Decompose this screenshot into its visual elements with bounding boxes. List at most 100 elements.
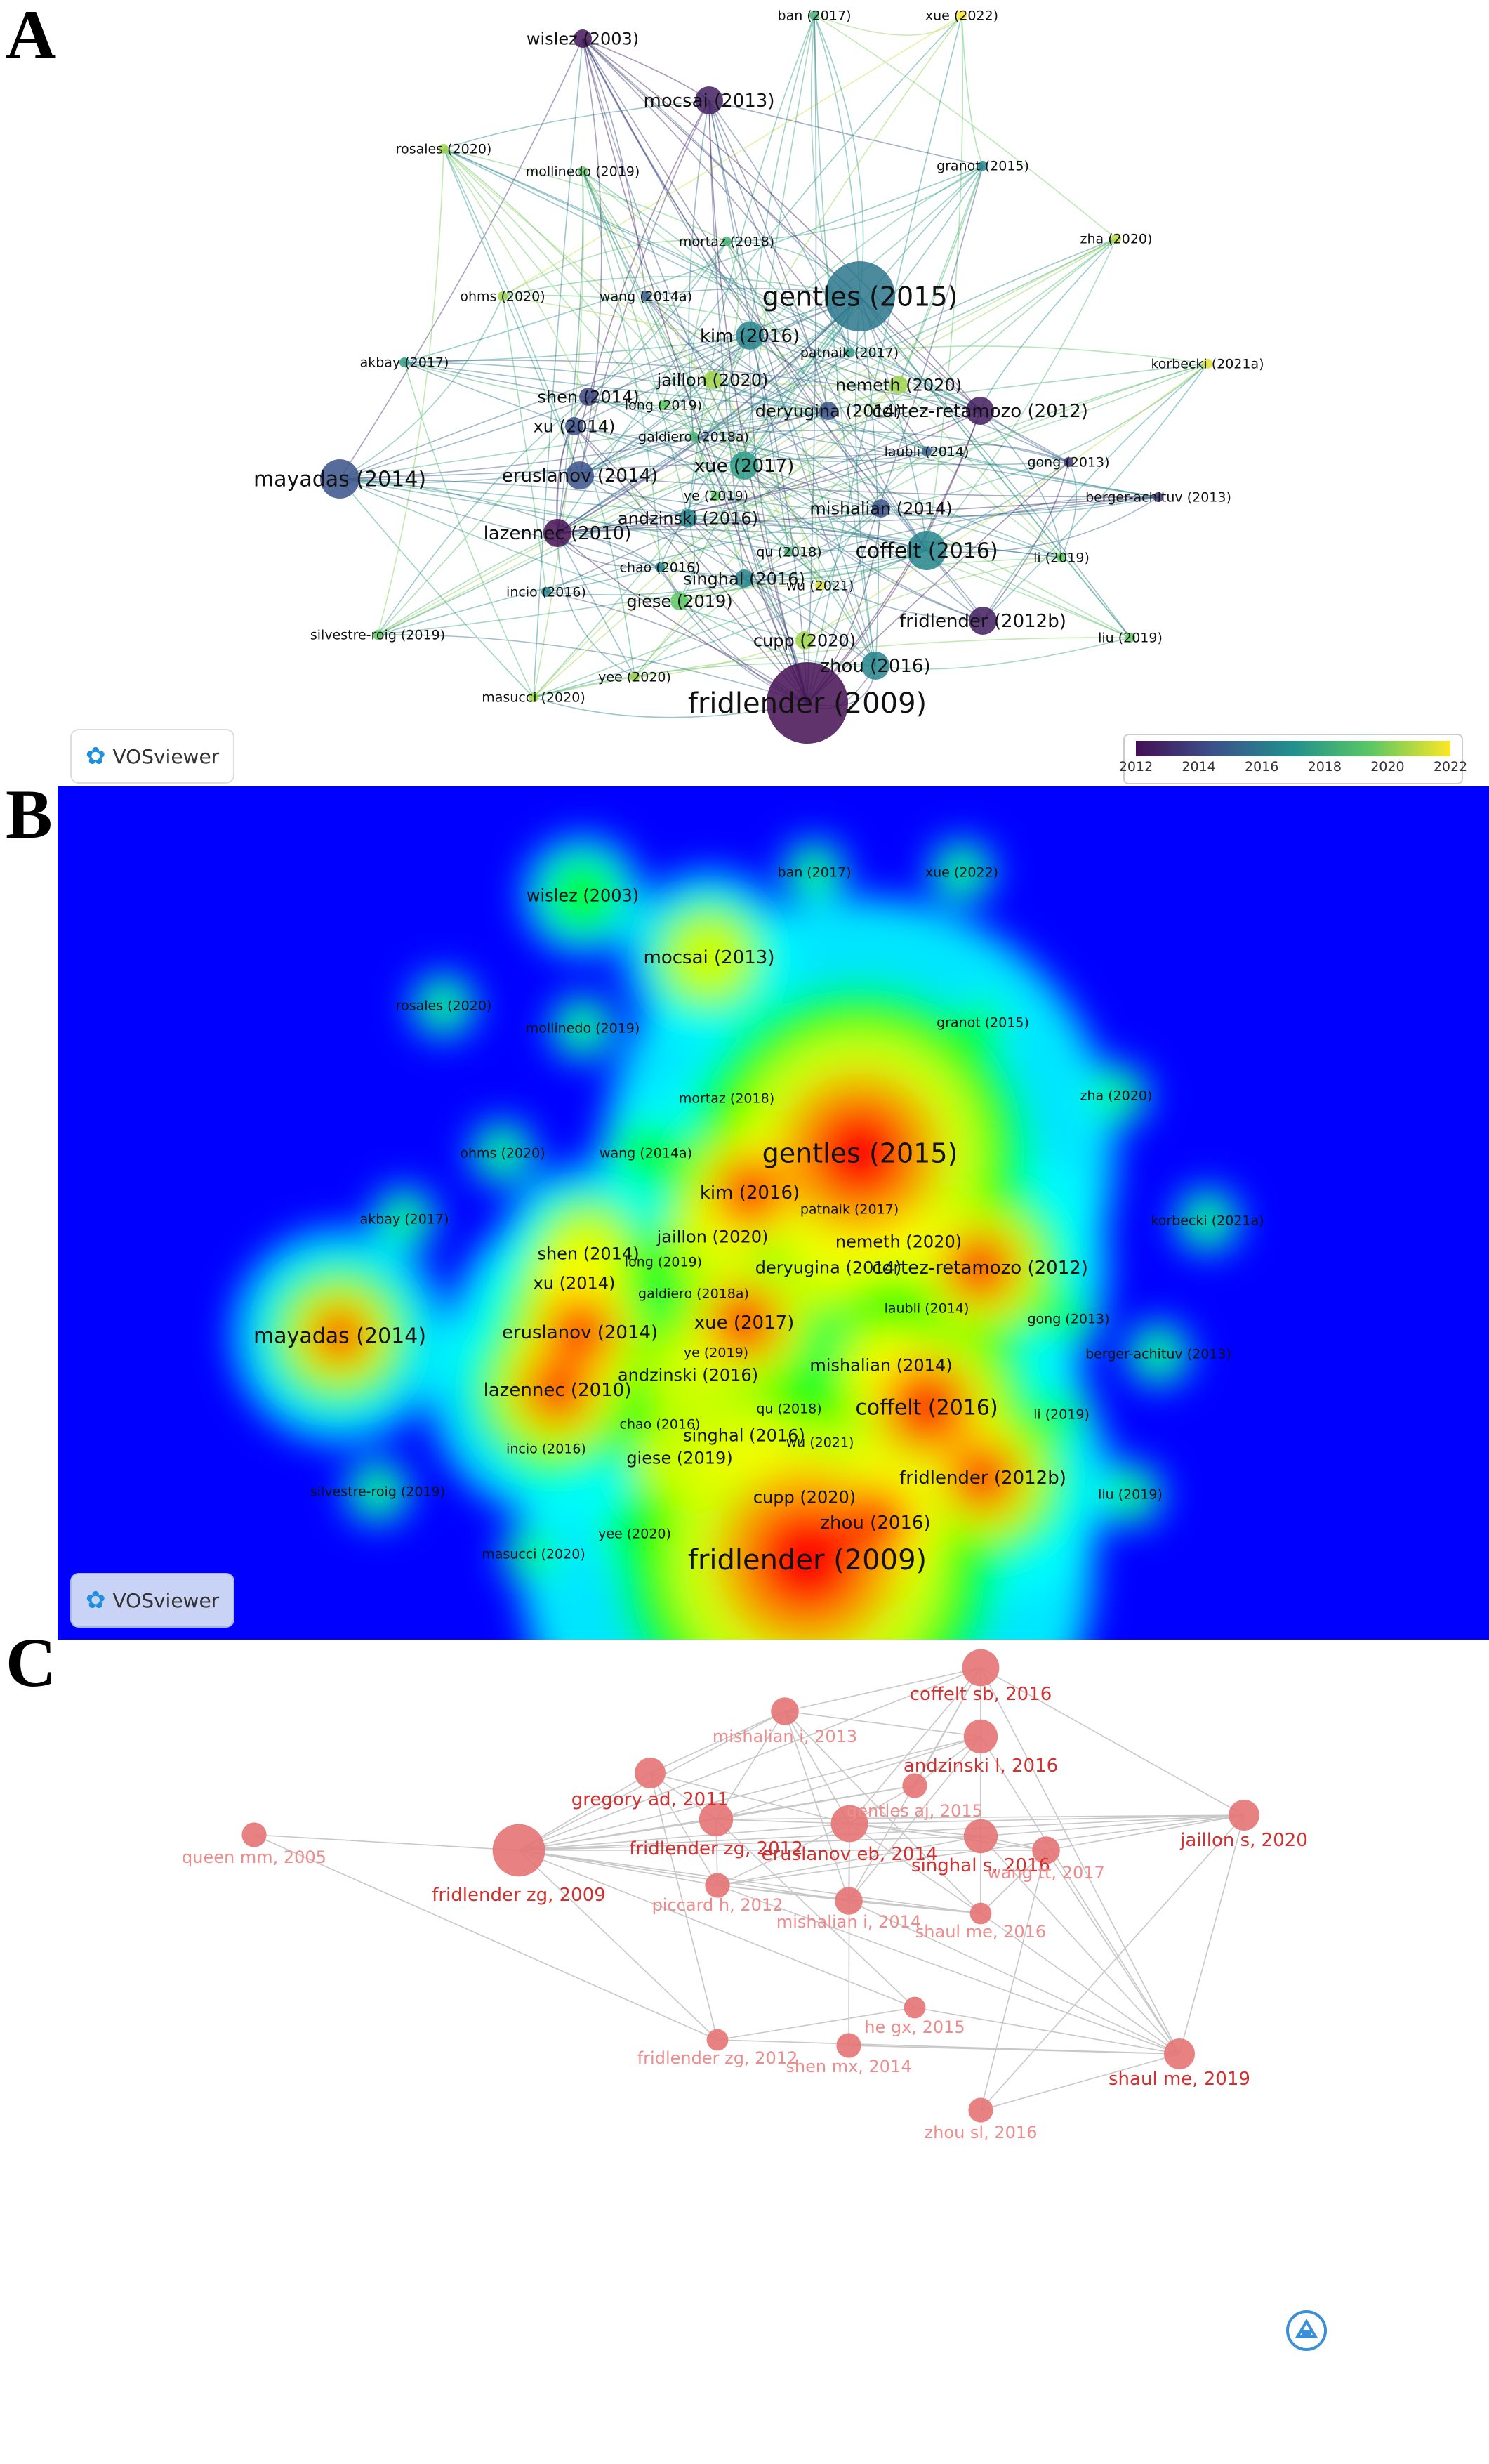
density-blob: [668, 916, 750, 998]
density-blob: [725, 1168, 774, 1217]
citation-node-gentles-aj-2015[interactable]: [902, 1773, 927, 1798]
overlay-node-wu-2021[interactable]: [815, 581, 825, 591]
overlay-network-canvas[interactable]: wislez (2003) ban (2017) xue (2022) mocsai …: [0, 0, 1489, 786]
density-map-canvas[interactable]: wislez (2003) ban (2017) xue (2022) mocsai …: [0, 786, 1489, 1640]
citation-edge: [1045, 1814, 1245, 1851]
citation-node-shaul-me-2019[interactable]: [1164, 2038, 1195, 2069]
overlay-node-cortez-retamozo-2012[interactable]: [966, 397, 994, 425]
citation-node-coffelt-sb-2016[interactable]: [962, 1649, 1000, 1687]
citation-node-he-gx-2015[interactable]: [904, 1996, 926, 2019]
overlay-node-ban-2017[interactable]: [809, 11, 819, 20]
citation-node-mishalian-i-2013[interactable]: [771, 1697, 799, 1725]
overlay-node-zha-2020[interactable]: [1111, 234, 1121, 244]
overlay-link: [443, 100, 710, 150]
citation-network-canvas[interactable]: coffelt sb, 2016 mishalian i, 2013 andzins…: [0, 1640, 1489, 2464]
overlay-node-wang-2014a[interactable]: [641, 291, 651, 301]
overlay-node-jaillon-2020[interactable]: [703, 371, 722, 389]
citation-node-shaul-me-2016[interactable]: [969, 1902, 992, 1925]
overlay-node-qu-2018[interactable]: [784, 547, 794, 557]
citation-node-label: mishalian i, 2014: [776, 1912, 921, 1932]
overlay-node-lazennec-2010[interactable]: [543, 519, 571, 547]
overlay-node-mortaz-2018[interactable]: [722, 237, 732, 246]
overlay-link: [726, 241, 850, 353]
overlay-node-fridlender-2009[interactable]: [767, 662, 848, 744]
overlay-node-fridlender-2012b[interactable]: [969, 607, 997, 635]
citation-node-shen-mx-2014[interactable]: [836, 2033, 861, 2058]
overlay-node-chao-2016[interactable]: [655, 562, 665, 572]
overlay-node-masucci-2020[interactable]: [529, 692, 538, 702]
overlay-link: [339, 296, 861, 480]
overlay-node-korbecki-2021a[interactable]: [1203, 359, 1212, 369]
overlay-node-akbay-2017[interactable]: [399, 357, 409, 367]
citation-node-gregory-ad-2011[interactable]: [635, 1758, 666, 1788]
density-node-label: mayadas (2014): [253, 1324, 426, 1349]
density-node-label: chao (2016): [620, 1417, 701, 1432]
overlay-node-patnaik-2017[interactable]: [845, 348, 854, 357]
overlay-node-mollinedo-2019[interactable]: [578, 166, 588, 176]
overlay-link: [443, 148, 790, 553]
overlay-node-shen-2014[interactable]: [579, 388, 597, 406]
overlay-node-xue-2022[interactable]: [957, 11, 967, 20]
overlay-node-singhal-2016[interactable]: [735, 569, 753, 588]
overlay-node-label: xue (2022): [925, 8, 998, 24]
overlay-node-cupp-2020[interactable]: [795, 631, 814, 650]
overlay-node-giese-2019[interactable]: [670, 592, 689, 610]
overlay-node-ye-2019[interactable]: [711, 491, 721, 501]
overlay-node-xue-2017[interactable]: [730, 452, 758, 480]
citation-edge: [649, 1772, 718, 2041]
citation-node-mishalian-i-2014[interactable]: [835, 1887, 863, 1915]
overlay-link: [855, 296, 876, 666]
overlay-node-silvestre-roig-2019[interactable]: [373, 630, 383, 640]
citation-node-label: he gx, 2015: [864, 2017, 965, 2037]
citation-edge: [980, 1736, 1180, 2055]
overlay-node-li-2019[interactable]: [1057, 553, 1066, 562]
overlay-node-incio-2016[interactable]: [541, 587, 551, 597]
overlay-node-mayadas-2014[interactable]: [320, 459, 359, 499]
overlay-node-mishalian-2014[interactable]: [872, 499, 890, 518]
citation-node-fridlender-zg-2012[interactable]: [699, 1802, 734, 1837]
density-labels: wislez (2003) ban (2017) xue (2022) mocsai …: [253, 865, 1264, 1576]
overlay-node-rosales-2020[interactable]: [439, 144, 449, 154]
overlay-node-galdiero-2018a[interactable]: [689, 432, 699, 442]
overlay-link: [502, 296, 899, 386]
overlay-link: [557, 171, 584, 534]
overlay-node-andzinski-2016[interactable]: [679, 509, 697, 527]
overlay-node-liu-2019[interactable]: [1125, 633, 1135, 643]
overlay-node-long-2019[interactable]: [659, 400, 668, 410]
overlay-link: [579, 335, 750, 476]
overlay-node-gentles-2015[interactable]: [825, 261, 895, 331]
overlay-node-kim-2016[interactable]: [736, 322, 764, 350]
overlay-node-yee-2020[interactable]: [630, 672, 640, 682]
overlay-node-wislez-2003[interactable]: [574, 29, 592, 48]
overlay-node-laubli-2014[interactable]: [922, 447, 932, 456]
density-blob: [793, 850, 836, 894]
overlay-node-zhou-2016[interactable]: [861, 652, 889, 680]
citation-node-label: piccard h, 2012: [652, 1895, 783, 1915]
overlay-link: [807, 461, 1069, 704]
citation-node-label: shen mx, 2014: [786, 2057, 911, 2076]
citation-node-singhal-s-2016[interactable]: [963, 1819, 998, 1854]
overlay-node-erusianov-2014[interactable]: [566, 461, 594, 489]
overlay-link: [533, 461, 1069, 698]
overlay-node-mocsai-2013[interactable]: [695, 86, 723, 114]
overlay-node-berger-achituv-2013[interactable]: [1153, 492, 1163, 502]
citation-node-fridlender-zg-2009[interactable]: [492, 1824, 545, 1877]
citation-node-eruslanov-eb-2014[interactable]: [830, 1805, 868, 1843]
overlay-link: [443, 148, 727, 242]
citation-node-queen-mm-2005[interactable]: [241, 1822, 267, 1847]
overlay-link: [443, 148, 581, 476]
citation-node-wang-tt-2017[interactable]: [1032, 1836, 1060, 1864]
overlay-node-deryugina-2014[interactable]: [819, 402, 838, 420]
overlay-node-ohms-2020[interactable]: [498, 291, 508, 301]
citation-node-andzinski-l-2016[interactable]: [963, 1719, 998, 1754]
citation-node-fridlender-zg-2012[interactable]: [706, 2029, 729, 2051]
overlay-link: [557, 238, 1117, 534]
overlay-node-granot-2015[interactable]: [978, 161, 988, 171]
overlay-node-gong-2013[interactable]: [1064, 457, 1073, 467]
overlay-node-nemeth-2020[interactable]: [889, 376, 908, 394]
overlay-node-xu-2014[interactable]: [565, 417, 583, 435]
citation-node-jaillon-s-2020[interactable]: [1229, 1800, 1259, 1831]
citation-node-piccard-h-2012[interactable]: [705, 1873, 730, 1898]
citation-node-zhou-sl-2016[interactable]: [968, 2097, 993, 2123]
overlay-node-coffelt-2016[interactable]: [907, 531, 946, 570]
